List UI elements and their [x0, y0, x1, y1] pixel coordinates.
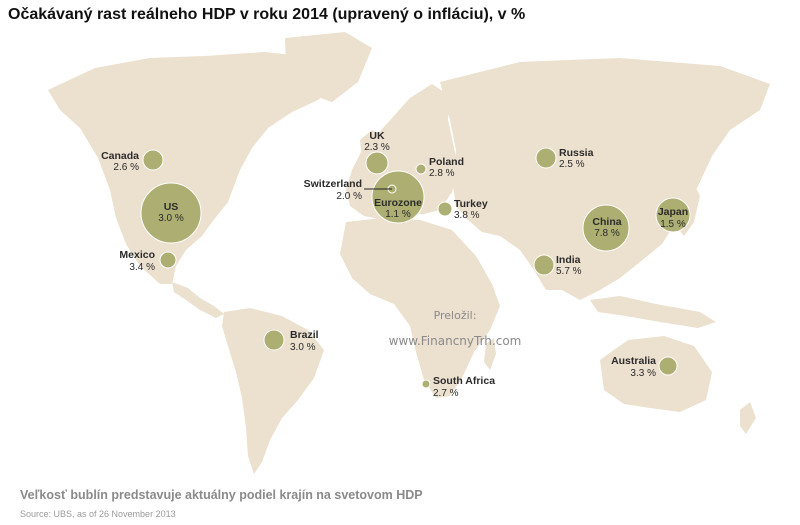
label-china-value: 7.8 %: [594, 228, 620, 239]
label-turkey-value: 3.8 %: [454, 210, 480, 221]
label-south-africa-name: South Africa: [433, 375, 495, 387]
continent-central-america: [172, 282, 224, 318]
continent-north-america: [48, 52, 340, 284]
label-poland-value: 2.8 %: [429, 168, 455, 179]
page-title: Očakávaný rast reálneho HDP v roku 2014 …: [8, 6, 526, 23]
label-us-name: US: [164, 201, 179, 213]
label-australia-name: Australia: [611, 355, 656, 367]
watermark-label: Preložil:: [434, 309, 477, 322]
continent-south-america: [222, 308, 324, 474]
label-eurozone-name: Eurozone: [374, 197, 422, 209]
bubble-poland[interactable]: [415, 163, 427, 175]
continent-new-zealand: [740, 402, 756, 434]
label-india-name: India: [556, 254, 581, 266]
label-uk-name: UK: [369, 130, 385, 142]
bubble-china[interactable]: [582, 204, 630, 252]
bubble-india[interactable]: [533, 254, 555, 276]
label-china-name: China: [592, 216, 621, 228]
bubble-canada[interactable]: [142, 149, 164, 171]
bubble-uk[interactable]: [365, 151, 389, 175]
label-canada-name: Canada: [101, 150, 139, 162]
country-bubbles: [140, 147, 691, 389]
label-switzerland-value: 2.0 %: [336, 191, 362, 202]
label-turkey-name: Turkey: [454, 198, 488, 210]
land-masses: [48, 32, 770, 474]
bubble-us[interactable]: [140, 182, 202, 244]
bubble-turkey[interactable]: [437, 201, 453, 217]
watermark-url: www.FinancnyTrh.com: [389, 334, 522, 348]
label-canada-value: 2.6 %: [113, 162, 139, 173]
label-brazil-value: 3.0 %: [290, 342, 316, 353]
source-note: Source: UBS, as of 26 November 2013: [20, 509, 176, 519]
label-russia-name: Russia: [559, 147, 594, 159]
bubble-south-africa[interactable]: [421, 379, 431, 389]
label-poland-name: Poland: [429, 156, 464, 168]
bubble-russia[interactable]: [535, 147, 557, 169]
label-japan-name: Japan: [658, 206, 688, 218]
label-brazil-name: Brazil: [290, 329, 319, 341]
continent-madagascar: [484, 338, 496, 370]
label-switzerland-name: Switzerland: [304, 178, 362, 190]
label-russia-value: 2.5 %: [559, 159, 585, 170]
label-mexico-name: Mexico: [119, 249, 155, 261]
bubble-brazil[interactable]: [263, 329, 285, 351]
label-us-value: 3.0 %: [158, 213, 184, 224]
label-mexico-value: 3.4 %: [129, 262, 155, 273]
continent-africa: [340, 218, 500, 398]
continent-australia: [600, 336, 712, 412]
bubble-japan[interactable]: [655, 197, 691, 233]
country-labels: US 3.0 % Canada 2.6 % Mexico 3.4 % Brazi…: [101, 130, 688, 399]
label-india-value: 5.7 %: [556, 266, 582, 277]
label-australia-value: 3.3 %: [630, 368, 656, 379]
continent-southeast-asia-islands: [590, 296, 716, 328]
bubble-eurozone[interactable]: [371, 170, 425, 224]
label-uk-value: 2.3 %: [364, 142, 390, 153]
label-eurozone-value: 1.1 %: [385, 209, 411, 220]
continent-greenland: [285, 32, 372, 102]
bubble-australia[interactable]: [658, 356, 678, 376]
continent-asia: [440, 58, 770, 300]
bubble-mexico[interactable]: [159, 251, 177, 269]
bubble-size-note: Veľkosť bublín predstavuje aktuálny podi…: [20, 488, 423, 502]
label-south-africa-value: 2.7 %: [433, 388, 459, 399]
label-japan-value: 1.5 %: [660, 219, 686, 230]
